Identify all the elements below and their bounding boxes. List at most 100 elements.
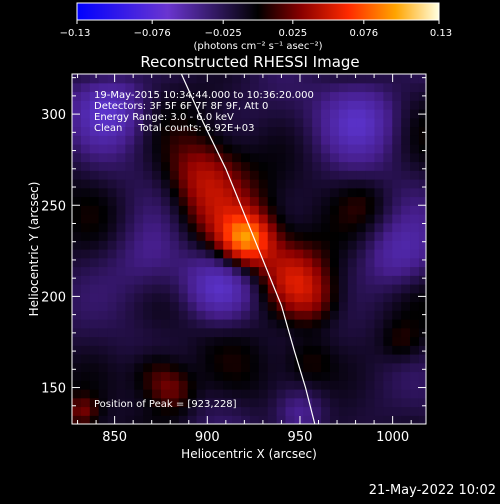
heatmap-cell	[143, 91, 153, 101]
heatmap-cell	[285, 144, 296, 154]
heatmap-cell	[152, 389, 162, 399]
heatmap-cell	[98, 161, 109, 171]
heatmap-cell	[160, 170, 171, 180]
heatmap-cell	[258, 345, 269, 355]
heatmap-cell	[152, 214, 162, 224]
heatmap-cell	[347, 205, 358, 215]
heatmap-cell	[249, 284, 260, 294]
heatmap-cell	[125, 161, 135, 171]
heatmap-cell	[401, 292, 411, 303]
heatmap-cell	[98, 345, 109, 355]
colorbar-tick-label: −0.076	[134, 28, 171, 39]
heatmap-cell	[249, 266, 260, 276]
heatmap-cell	[205, 109, 215, 119]
heatmap-cell	[401, 380, 411, 390]
heatmap-cell	[303, 397, 313, 408]
heatmap-cell	[276, 179, 287, 189]
heatmap-cell	[321, 380, 331, 390]
heatmap-cell	[178, 196, 189, 206]
heatmap-cell	[258, 144, 269, 154]
heatmap-cell	[303, 100, 313, 110]
heatmap-cell	[178, 389, 189, 399]
heatmap-cell	[169, 170, 180, 180]
heatmap-cell	[383, 161, 393, 171]
heatmap-cell	[98, 109, 109, 119]
heatmap-cell	[152, 91, 162, 101]
heatmap-cell	[134, 170, 144, 180]
heatmap-cell	[241, 196, 251, 206]
heatmap-cell	[116, 257, 126, 268]
heatmap-cell	[294, 109, 304, 119]
heatmap-cell	[321, 249, 331, 259]
heatmap-cell	[321, 354, 331, 364]
heatmap-cell	[365, 292, 376, 303]
heatmap-cell	[223, 91, 233, 101]
heatmap-cell	[410, 415, 420, 424]
heatmap-cell	[187, 319, 198, 329]
heatmap-cell	[143, 187, 153, 198]
heatmap-cell	[338, 161, 349, 171]
heatmap-cell	[169, 406, 180, 416]
heatmap-cell	[267, 319, 278, 329]
heatmap-cell	[276, 222, 287, 233]
heatmap-cell	[223, 266, 233, 276]
heatmap-cell	[160, 196, 171, 206]
heatmap-cell	[267, 126, 278, 136]
heatmap-cell	[383, 319, 393, 329]
heatmap-cell	[401, 354, 411, 364]
heatmap-cell	[249, 371, 260, 381]
heatmap-cell	[116, 179, 126, 189]
heatmap-cell	[356, 187, 367, 198]
heatmap-cell	[329, 74, 340, 84]
heatmap-cell	[232, 380, 242, 390]
heatmap-cell	[374, 275, 384, 285]
heatmap-cell	[152, 135, 162, 145]
heatmap-cell	[329, 345, 340, 355]
heatmap-cell	[107, 170, 118, 180]
heatmap-cell	[418, 406, 426, 416]
heatmap-cell	[116, 292, 126, 303]
heatmap-cell	[232, 240, 242, 250]
heatmap-cell	[214, 135, 224, 145]
heatmap-cell	[356, 362, 367, 373]
heatmap-cell	[338, 152, 349, 163]
heatmap-cell	[356, 354, 367, 364]
heatmap-cell	[365, 249, 376, 259]
heatmap-cell	[285, 100, 296, 110]
heatmap-cell	[125, 284, 135, 294]
heatmap-cell	[312, 179, 322, 189]
heatmap-cell	[134, 152, 144, 163]
heatmap-cell	[374, 126, 384, 136]
heatmap-cell	[143, 179, 153, 189]
heatmap-cell	[223, 380, 233, 390]
heatmap-cell	[89, 240, 100, 250]
heatmap-cell	[356, 397, 367, 408]
heatmap-cell	[160, 222, 171, 233]
heatmap-cell	[249, 415, 260, 424]
heatmap-cell	[383, 284, 393, 294]
heatmap-cell	[356, 275, 367, 285]
heatmap-cell	[214, 415, 224, 424]
heatmap-cell	[143, 406, 153, 416]
heatmap-cell	[392, 82, 402, 93]
heatmap-cell	[347, 266, 358, 276]
heatmap-cell	[169, 415, 180, 424]
heatmap-cell	[418, 205, 426, 215]
heatmap-cell	[321, 301, 331, 311]
heatmap-cell	[80, 91, 91, 101]
heatmap-cell	[392, 74, 402, 84]
heatmap-cell	[321, 231, 331, 241]
heatmap-cell	[365, 319, 376, 329]
heatmap-cell	[80, 152, 91, 163]
heatmap-cell	[116, 170, 126, 180]
heatmap-cell	[152, 205, 162, 215]
heatmap-cell	[303, 406, 313, 416]
heatmap-cell	[410, 222, 420, 233]
colorbar-tick-label: 0.076	[349, 28, 378, 39]
heatmap-cell	[107, 362, 118, 373]
heatmap-cell	[80, 284, 91, 294]
heatmap-cell	[410, 292, 420, 303]
heatmap-cell	[152, 144, 162, 154]
heatmap-cell	[294, 126, 304, 136]
heatmap-cell	[107, 135, 118, 145]
